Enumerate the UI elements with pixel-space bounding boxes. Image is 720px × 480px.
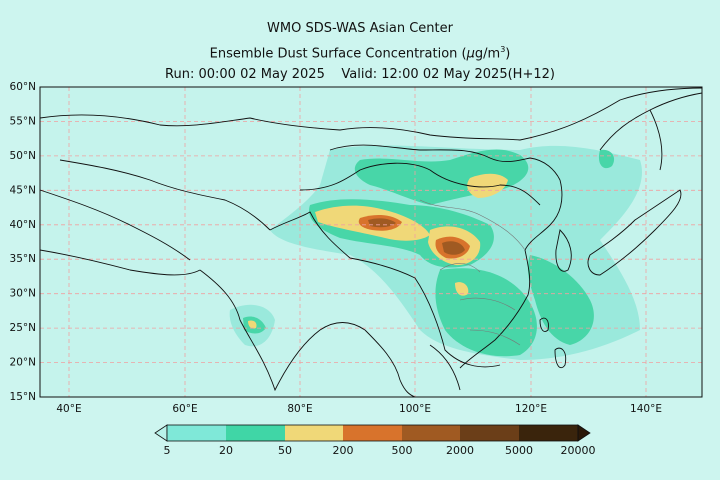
lat-axis-labels: 60°N 55°N 50°N 45°N 40°N 35°N 30°N 25°N … (10, 81, 36, 403)
colorbar-label: 2000 (446, 444, 474, 457)
lat-label: 50°N (10, 150, 36, 162)
dust-layer-500-2000 (368, 218, 465, 255)
colorbar-segment (343, 425, 402, 441)
product-title: Ensemble Dust Surface Concentration (μg/… (0, 39, 720, 64)
colorbar: 5 20 50 200 500 2000 5000 20000 (154, 424, 596, 457)
center-title: WMO SDS-WAS Asian Center (267, 21, 453, 36)
unit-mu: μ (466, 46, 475, 62)
lat-label: 30°N (10, 288, 36, 300)
province-borders (419, 199, 526, 346)
colorbar-label: 500 (392, 444, 413, 457)
lat-label: 55°N (10, 115, 36, 127)
unit-g: g/m (474, 46, 501, 62)
coastlines-borders (39, 87, 703, 398)
map-frame (39, 86, 703, 398)
run-time: Run: 00:00 02 May 2025 (165, 67, 325, 83)
lon-label: 60°E (172, 403, 197, 415)
colorbar-segment (402, 425, 460, 441)
colorbar-label: 20000 (561, 444, 596, 457)
lon-axis-labels: 40°E 60°E 80°E 100°E 120°E 140°E (56, 403, 662, 415)
colorbar-label: 200 (333, 444, 354, 457)
colorbar-segment (167, 425, 226, 441)
valid-time: Valid: 12:00 02 May 2025(H+12) (341, 67, 555, 83)
run-valid-line: Run: 00:00 02 May 2025 Valid: 12:00 02 M… (0, 64, 720, 85)
lat-label: 40°N (10, 219, 36, 231)
colorbar-segment (285, 425, 343, 441)
map-plot (39, 86, 703, 398)
colorbar-label: 5000 (505, 444, 533, 457)
lat-label: 60°N (10, 81, 36, 93)
colorbar-label: 50 (278, 444, 292, 457)
colorbar-segment (226, 425, 285, 441)
colorbar-label: 5 (164, 444, 171, 457)
lat-label: 45°N (10, 184, 36, 196)
unit-exponent: 3 (500, 45, 506, 54)
lon-label: 40°E (56, 403, 81, 415)
colorbar-segment (519, 425, 578, 441)
product-title-text: Ensemble Dust Surface Concentration ( (209, 46, 467, 62)
colorbar-label: 20 (219, 444, 233, 457)
lat-label: 25°N (10, 322, 36, 334)
colorbar-over-arrow (577, 424, 591, 442)
lon-label: 80°E (287, 403, 312, 415)
lon-label: 120°E (515, 403, 547, 415)
colorbar-segment (460, 425, 519, 441)
lat-label: 20°N (10, 357, 36, 369)
map-title-block: WMO SDS-WAS Asian Center Ensemble Dust S… (0, 18, 720, 85)
lon-label: 140°E (630, 403, 662, 415)
graticule (40, 87, 702, 397)
lat-label: 15°N (10, 391, 36, 403)
colorbar-under-arrow (154, 424, 168, 442)
product-title-close: ) (505, 46, 511, 62)
lon-label: 100°E (399, 403, 431, 415)
lat-label: 35°N (10, 253, 36, 265)
colorbar-frame (166, 424, 579, 442)
